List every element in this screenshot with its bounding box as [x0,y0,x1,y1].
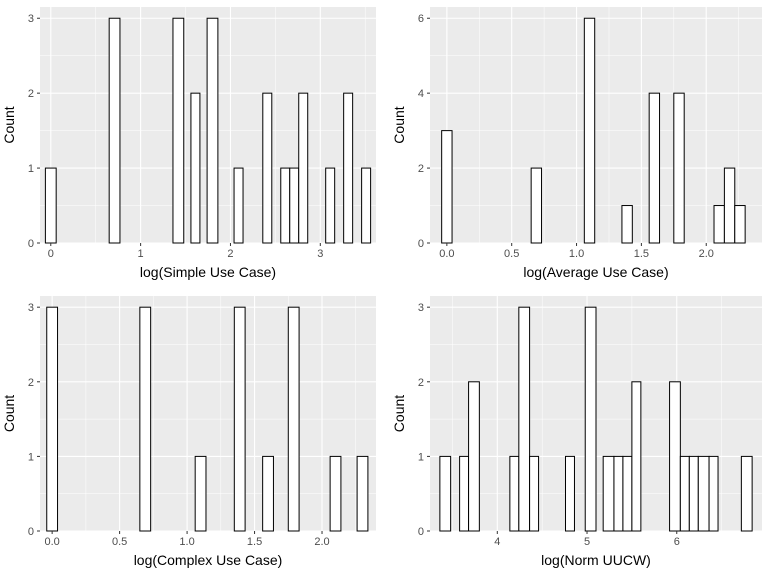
histogram-bar [613,455,624,532]
y-tick-label: 6 [418,13,424,25]
y-axis-title: Count [391,395,407,432]
histogram-bar [631,381,642,532]
histogram-bar [206,17,219,244]
histogram-bar [688,455,699,532]
y-tick-label: 0 [28,526,34,538]
histogram-bar [518,306,531,532]
histogram-bar [622,455,633,532]
histogram-bar [441,130,453,244]
panel-background [40,296,376,531]
y-tick-label: 1 [28,451,34,463]
histogram-bar [298,92,309,244]
histogram-panel-average: 0.0 0.5 1.0 1.5 2.0 0 2 4 6 log(Average Use Case)… [391,7,762,280]
x-tick-label: 2.0 [314,536,329,548]
histogram-bar [459,455,470,532]
histogram-bar [44,167,57,244]
x-axis-title: log(Average Use Case) [523,264,668,280]
x-tick-label: 0.0 [44,536,59,548]
x-tick-label: 0.5 [112,536,127,548]
panel-background [430,7,762,243]
y-tick-label: 1 [418,451,424,463]
histogram-panel-complex: 0.0 0.5 1.0 1.5 2.0 0 1 2 3 log(Complex Use Case)… [1,296,376,568]
y-tick-label: 0 [28,238,34,250]
histogram-bar [325,167,336,244]
histogram-bar [723,167,736,244]
histogram-panel-simple: 0 1 2 3 0 1 2 3 log(Simple Use Case) Count [1,7,376,280]
histogram-bar [108,17,121,244]
histogram-bar [529,455,540,532]
histogram-bar [329,455,342,532]
histogram-bar [194,455,207,532]
y-tick-label: 2 [418,377,424,389]
x-tick-label: 1.0 [569,248,584,260]
x-tick-label: 6 [674,536,680,548]
x-axis-title: log(Norm UUCW) [541,552,651,568]
y-tick-label: 2 [28,377,34,389]
histogram-bar [734,205,746,244]
histogram-bar [584,306,597,532]
x-tick-label: 2.0 [699,248,714,260]
histogram-bar [697,455,710,532]
histogram-panel-norm-uucw: 4 5 6 0 1 2 3 log(Norm UUCW) Count [391,296,762,568]
histogram-bar [139,306,152,532]
histogram-bar [708,455,719,532]
histogram-bar [468,381,480,532]
x-tick-label: 0.5 [504,248,519,260]
x-tick-label: 1.5 [634,248,649,260]
histogram-bar [190,92,201,244]
histogram-bar [602,455,615,532]
y-tick-label: 3 [28,302,34,314]
x-tick-label: 1.5 [247,536,262,548]
x-tick-label: 0 [48,248,54,260]
histogram-bar [621,205,633,244]
y-tick-label: 3 [28,13,34,25]
histogram-bar [262,92,273,244]
histogram-bar [356,455,369,532]
x-axis-title: log(Complex Use Case) [134,552,283,568]
x-tick-label: 1.0 [179,536,194,548]
histogram-bar [280,167,291,244]
histogram-bar [361,167,372,244]
histogram-bar [343,92,354,244]
histogram-bar [530,167,543,244]
y-tick-label: 0 [418,526,424,538]
histogram-bar [713,205,725,244]
histogram-bar [583,17,596,244]
histogram-bar [679,455,690,532]
x-tick-label: 5 [584,536,590,548]
y-axis-title: Count [391,106,407,143]
y-axis-title: Count [1,395,17,432]
y-tick-label: 1 [28,163,34,175]
y-tick-label: 4 [418,88,424,100]
histogram-bar [439,455,452,532]
histogram-bar [172,17,185,244]
histogram-bar [262,455,274,532]
histogram-bar [648,92,661,244]
histogram-bar [673,92,685,244]
y-tick-label: 0 [418,238,424,250]
x-tick-label: 1 [138,248,144,260]
histogram-bar [564,455,575,532]
histogram-bar [289,167,300,244]
y-axis-title: Count [1,106,17,143]
histogram-bar [46,306,59,532]
x-tick-label: 0.0 [439,248,454,260]
y-tick-label: 3 [418,302,424,314]
histogram-bar [287,306,300,532]
histogram-bar [740,455,753,532]
x-axis-title: log(Simple Use Case) [140,264,276,280]
histogram-bar [233,306,246,532]
x-tick-label: 3 [317,248,323,260]
histogram-bar [509,455,520,532]
x-tick-label: 2 [227,248,233,260]
histogram-bar [669,381,681,532]
x-tick-label: 4 [494,536,500,548]
histogram-bar [233,167,244,244]
y-tick-label: 2 [418,163,424,175]
y-tick-label: 2 [28,88,34,100]
